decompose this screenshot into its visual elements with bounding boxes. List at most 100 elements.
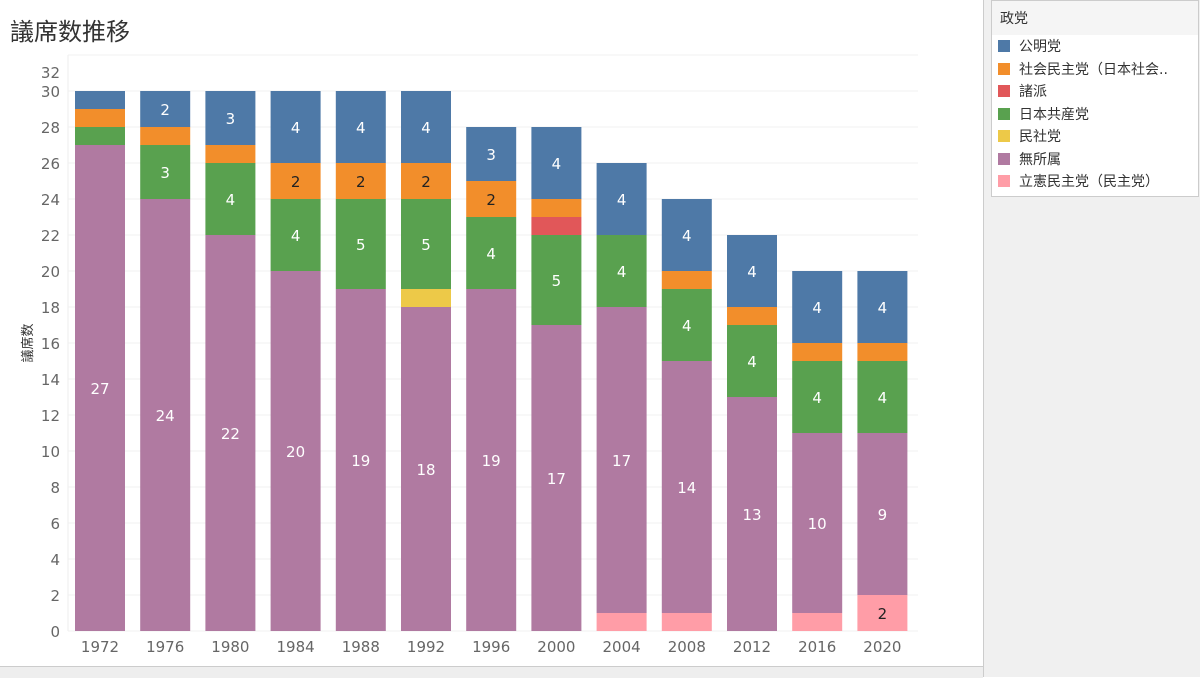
bar-segment xyxy=(270,199,321,271)
bar-segment xyxy=(466,289,517,631)
bar-segment xyxy=(466,127,517,181)
x-tick-label: 2008 xyxy=(668,638,706,656)
bar-segment xyxy=(661,289,712,361)
bar-segment xyxy=(857,433,908,595)
data-label: 4 xyxy=(812,299,822,317)
bar-segment xyxy=(792,361,843,433)
data-label: 4 xyxy=(747,353,757,371)
data-label: 2 xyxy=(356,173,366,191)
bar-segment xyxy=(792,433,843,613)
bar-segment xyxy=(596,613,647,631)
y-tick-label: 0 xyxy=(50,623,60,641)
data-label: 3 xyxy=(160,164,170,182)
y-axis-title: 議席数 xyxy=(20,323,36,362)
legend-swatch xyxy=(998,130,1010,143)
data-label: 2 xyxy=(160,101,170,119)
bar-segment xyxy=(335,163,386,199)
data-label: 20 xyxy=(286,443,305,461)
x-tick-label: 1972 xyxy=(81,638,119,656)
bar-segment xyxy=(466,217,517,289)
legend-swatch xyxy=(998,85,1010,98)
y-tick-label: 24 xyxy=(41,191,60,209)
bar-segment xyxy=(857,271,908,343)
legend-swatch xyxy=(998,40,1010,53)
x-tick-label: 2020 xyxy=(863,638,901,656)
legend-label: 社会民主党（日本社会.. xyxy=(1019,61,1168,78)
bar-segment xyxy=(792,343,843,361)
data-label: 4 xyxy=(421,119,431,137)
bar-segment xyxy=(531,127,582,199)
bar-segment xyxy=(727,235,777,307)
data-label: 4 xyxy=(682,227,692,245)
legend-item[interactable]: 社会民主党（日本社会.. xyxy=(992,58,1198,81)
data-label: 22 xyxy=(221,425,240,443)
data-label: 4 xyxy=(747,263,757,281)
legend-item[interactable]: 立憲民主党（民主党） xyxy=(992,170,1198,193)
bar-segment xyxy=(466,181,517,217)
bar-segment xyxy=(857,595,908,631)
data-label: 2 xyxy=(878,605,888,623)
bar-segment xyxy=(857,361,908,433)
bar-segment xyxy=(75,127,125,145)
data-label: 5 xyxy=(356,236,366,254)
data-label: 4 xyxy=(878,389,888,407)
y-tick-label: 32 xyxy=(41,64,60,82)
data-label: 9 xyxy=(878,506,888,524)
bar-segment xyxy=(727,307,777,325)
bar-segment xyxy=(270,91,321,163)
legend-label: 公明党 xyxy=(1019,39,1061,56)
legend-swatch xyxy=(998,152,1010,165)
data-label: 4 xyxy=(617,191,627,209)
data-label: 19 xyxy=(351,452,370,470)
bar-segment xyxy=(857,343,908,361)
legend-label: 日本共産党 xyxy=(1019,106,1089,123)
x-tick-label: 2000 xyxy=(537,638,575,656)
x-tick-label: 1992 xyxy=(407,638,445,656)
y-tick-label: 22 xyxy=(41,227,60,245)
x-tick-label: 2004 xyxy=(603,638,641,656)
bar-segment xyxy=(401,91,451,163)
bar-segment xyxy=(661,613,712,631)
legend-label: 民社党 xyxy=(1019,129,1061,146)
bar-segment xyxy=(205,145,256,163)
bar-segment xyxy=(335,289,386,631)
bar-segment xyxy=(401,163,451,199)
y-tick-label: 18 xyxy=(41,299,60,317)
data-label: 2 xyxy=(486,191,496,209)
y-tick-label: 28 xyxy=(41,119,60,137)
legend-swatch xyxy=(998,175,1010,188)
legend-item[interactable]: 民社党 xyxy=(992,125,1198,148)
legend-label: 諸派 xyxy=(1019,84,1047,101)
legend-item[interactable]: 日本共産党 xyxy=(992,103,1198,126)
legend-item[interactable]: 無所属 xyxy=(992,148,1198,171)
bar-segment xyxy=(140,127,191,145)
legend-swatch xyxy=(998,62,1010,75)
bar-segment xyxy=(75,145,125,631)
data-label: 14 xyxy=(677,479,696,497)
data-label: 4 xyxy=(878,299,888,317)
chart-title: 議席数推移 xyxy=(10,18,130,46)
bar-segment xyxy=(596,163,647,235)
legend-item[interactable]: 諸派 xyxy=(992,80,1198,103)
y-tick-label: 2 xyxy=(50,587,60,605)
data-label: 4 xyxy=(226,191,236,209)
bar-segment xyxy=(727,397,777,631)
horizontal-scrollbar[interactable] xyxy=(0,666,983,678)
y-tick-label: 26 xyxy=(41,155,60,173)
x-tick-label: 2012 xyxy=(733,638,771,656)
x-tick-label: 2016 xyxy=(798,638,836,656)
data-label: 4 xyxy=(291,119,301,137)
x-tick-label: 1976 xyxy=(146,638,184,656)
data-label: 13 xyxy=(742,506,761,524)
bar-segment xyxy=(661,361,712,613)
bar-segment xyxy=(205,235,256,631)
bar-segment xyxy=(140,145,191,199)
legend-item[interactable]: 公明党 xyxy=(992,35,1198,58)
legend-swatch xyxy=(998,107,1010,120)
bar-segment xyxy=(140,199,191,631)
bar-segment xyxy=(792,271,843,343)
data-label: 2 xyxy=(421,173,431,191)
bar-segment xyxy=(205,91,256,145)
x-tick-label: 1996 xyxy=(472,638,510,656)
bar-segment xyxy=(531,235,582,325)
